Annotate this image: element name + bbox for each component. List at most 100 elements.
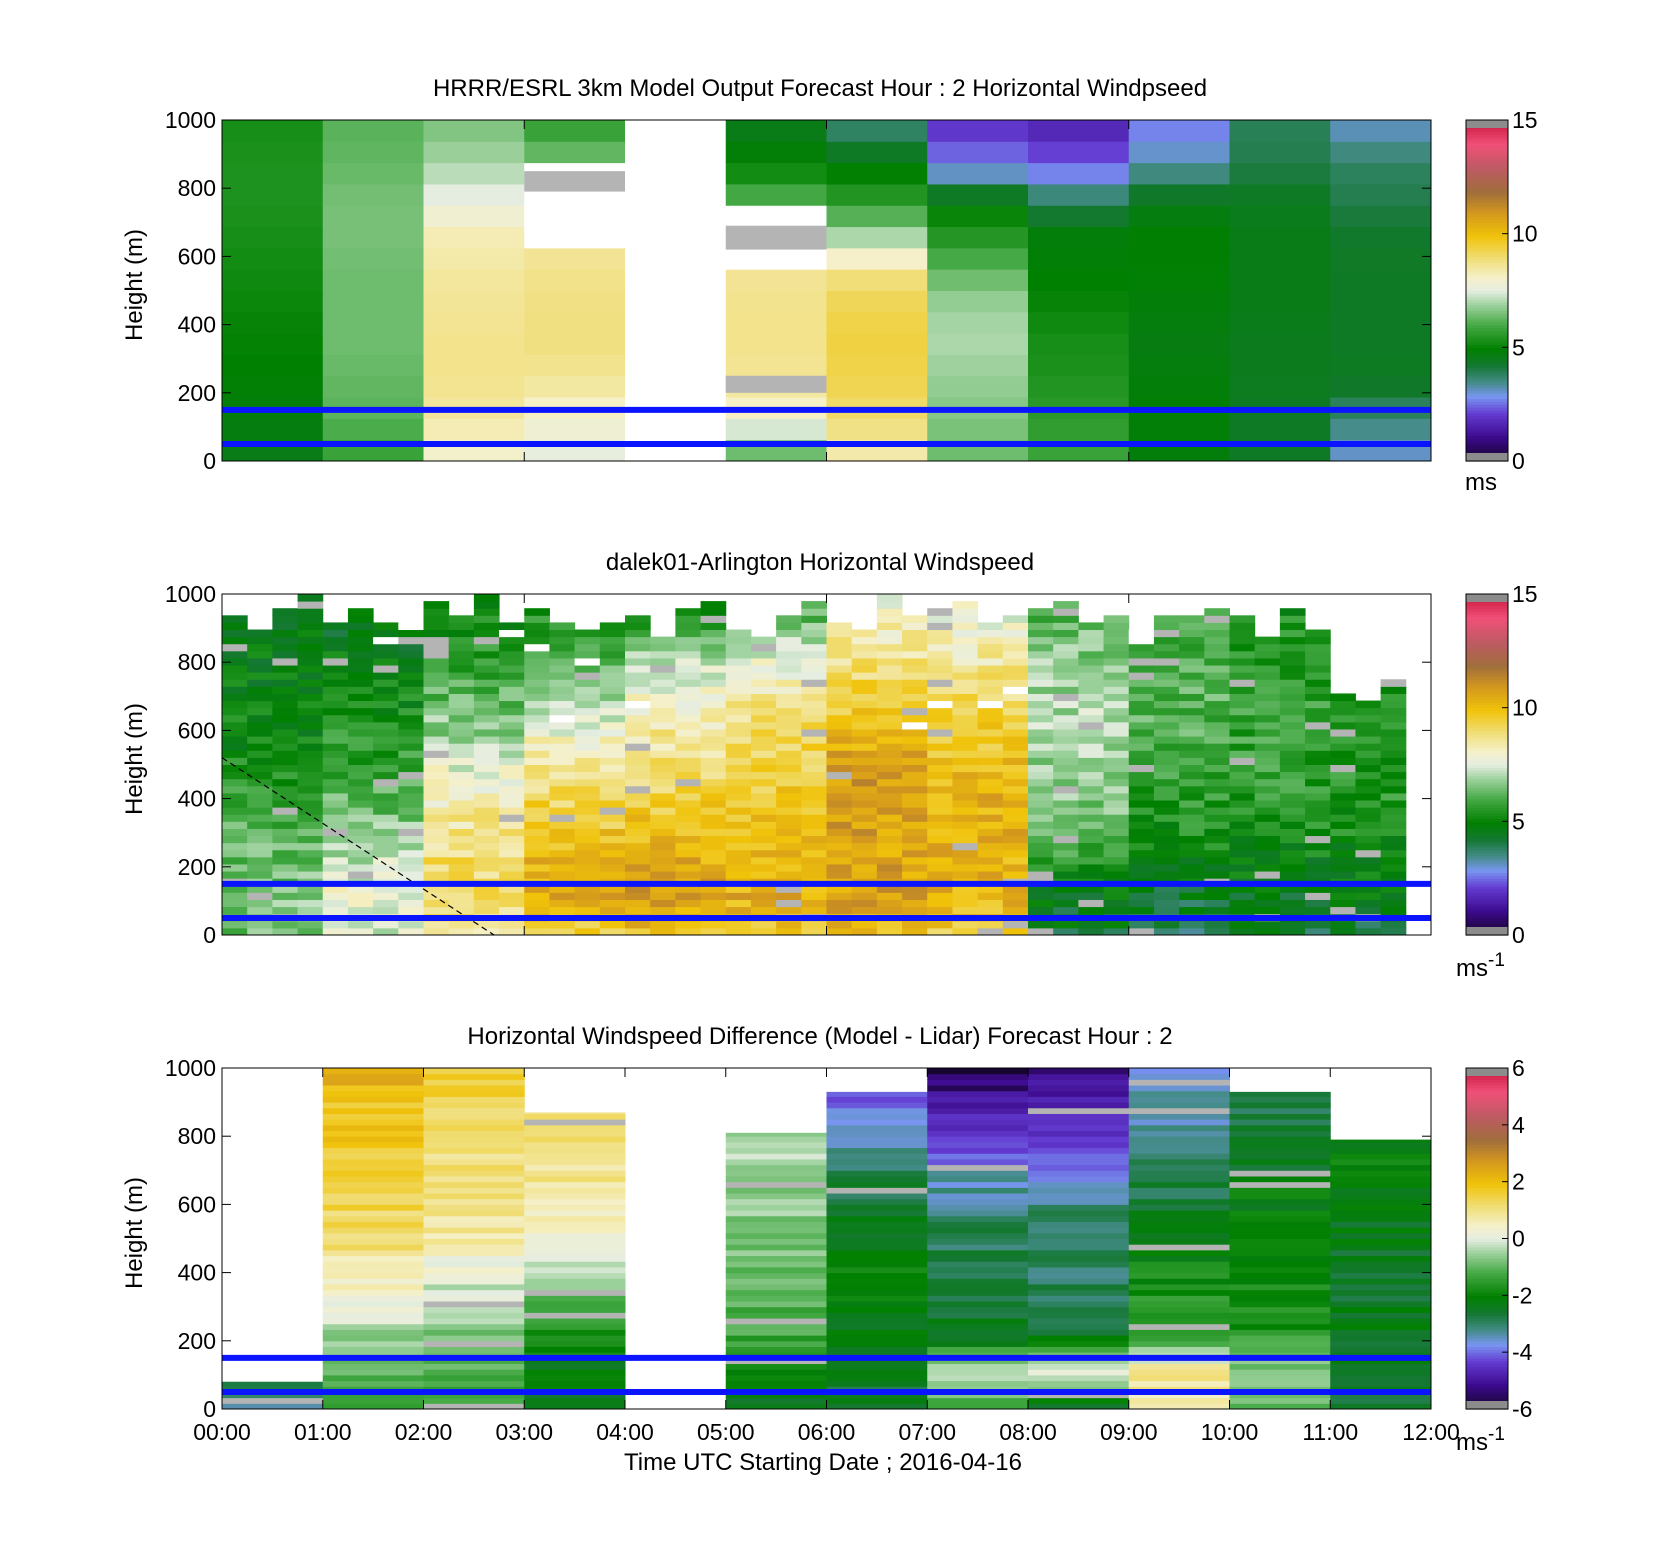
heatmap-cell	[222, 333, 324, 355]
heatmap-cell	[1380, 800, 1407, 808]
heatmap-cell	[423, 920, 450, 929]
heatmap-cell	[776, 622, 802, 631]
heatmap-cell	[826, 693, 853, 702]
heatmap-cell	[625, 750, 651, 758]
heatmap-cell	[297, 714, 324, 723]
heatmap-cell	[927, 899, 953, 908]
heatmap-cell	[574, 821, 601, 829]
heatmap-cell	[297, 622, 324, 631]
heatmap-cell	[1279, 828, 1306, 837]
heatmap-cell	[1330, 247, 1432, 270]
heatmap-cell	[1330, 1363, 1432, 1370]
heatmap-cell	[1305, 892, 1331, 900]
heatmap-cell	[322, 1175, 424, 1183]
heatmap-cell	[322, 1124, 424, 1132]
heatmap-cell	[1153, 622, 1180, 631]
heatmap-cell	[1254, 657, 1281, 666]
heatmap-cell	[499, 863, 525, 872]
heatmap-cell	[1305, 721, 1331, 730]
heatmap-cell	[927, 1283, 1029, 1291]
heatmap-cell	[423, 1374, 525, 1382]
heatmap-cell	[1153, 672, 1180, 680]
colorbar-segment	[1466, 230, 1508, 235]
heatmap-cell	[1128, 778, 1155, 787]
heatmap-cell	[1028, 1266, 1130, 1274]
heatmap-cell	[1279, 906, 1306, 915]
y-tick-label: 1000	[165, 107, 216, 133]
heatmap-cell	[1028, 608, 1054, 616]
heatmap-cell	[423, 686, 450, 694]
heatmap-cell	[423, 1295, 525, 1302]
heatmap-cell	[322, 1181, 424, 1188]
heatmap-cell	[1028, 927, 1054, 936]
heatmap-cell	[625, 736, 651, 744]
heatmap-cell	[423, 700, 450, 709]
colorbar-segment	[1466, 1261, 1508, 1265]
heatmap-cell	[1028, 1113, 1130, 1120]
heatmap-cell	[499, 629, 525, 638]
heatmap-cell	[347, 856, 374, 865]
heatmap-cell	[1305, 743, 1331, 751]
heatmap-cell	[524, 1340, 626, 1347]
heatmap-cell	[1128, 849, 1155, 858]
heatmap-cell	[524, 171, 625, 192]
heatmap-cell	[347, 672, 374, 680]
heatmap-cell	[347, 814, 374, 822]
heatmap-cell	[700, 885, 727, 893]
heatmap-cell	[826, 1301, 928, 1308]
heatmap-cell	[473, 721, 500, 730]
heatmap-cell	[423, 1227, 525, 1234]
heatmap-cell	[247, 892, 273, 900]
colorbar-segment	[1466, 1283, 1508, 1288]
heatmap-cell	[826, 418, 928, 441]
heatmap-cell	[876, 736, 903, 744]
heatmap-cell	[1229, 333, 1331, 355]
heatmap-cell	[222, 375, 324, 398]
heatmap-cell	[927, 828, 953, 837]
heatmap-cell	[347, 842, 374, 851]
heatmap-cell	[599, 778, 626, 787]
heatmap-cell	[1128, 1147, 1230, 1154]
heatmap-cell	[851, 778, 878, 787]
heatmap-cell	[599, 622, 626, 631]
x-tick-label: 07:00	[898, 1419, 956, 1445]
colorbar-segment	[1466, 216, 1508, 221]
heatmap-cell	[1078, 629, 1105, 638]
heatmap-cell	[297, 728, 324, 737]
heatmap-cell	[1103, 771, 1130, 780]
heatmap-cell	[927, 1238, 1029, 1245]
colorbar-cap	[1466, 927, 1508, 935]
heatmap-cell	[1330, 927, 1356, 936]
heatmap-cell	[952, 757, 979, 765]
heatmap-cell	[876, 842, 903, 851]
heatmap-cell	[927, 885, 953, 893]
heatmap-cell	[927, 1068, 1029, 1075]
heatmap-cell	[851, 764, 878, 773]
heatmap-cell	[1053, 814, 1079, 822]
heatmap-cell	[1305, 665, 1331, 673]
heatmap-cell	[801, 871, 827, 879]
heatmap-cell	[1305, 657, 1331, 666]
heatmap-cell	[700, 863, 727, 872]
heatmap-cell	[322, 927, 349, 936]
heatmap-cell	[952, 636, 979, 645]
heatmap-cell	[1229, 1272, 1331, 1279]
heatmap-cell	[927, 1266, 1029, 1274]
heatmap-cell	[322, 1210, 424, 1217]
heatmap-cell	[1229, 1164, 1331, 1171]
heatmap-cell	[725, 1289, 827, 1296]
colorbar-segment	[1466, 633, 1508, 638]
heatmap-cell	[1254, 842, 1281, 851]
heatmap-cell	[1128, 657, 1155, 666]
heatmap-cell	[725, 736, 752, 744]
colorbar-segment	[1466, 1278, 1508, 1282]
heatmap-cell	[725, 183, 827, 206]
heatmap-cell	[1279, 849, 1306, 858]
heatmap-cell	[524, 1249, 626, 1257]
heatmap-cell	[1179, 814, 1205, 822]
heatmap-cell	[322, 899, 349, 908]
heatmap-cell	[1128, 1124, 1230, 1132]
heatmap-cell	[927, 863, 953, 872]
heatmap-cell	[1103, 871, 1130, 879]
heatmap-cell	[625, 375, 727, 398]
